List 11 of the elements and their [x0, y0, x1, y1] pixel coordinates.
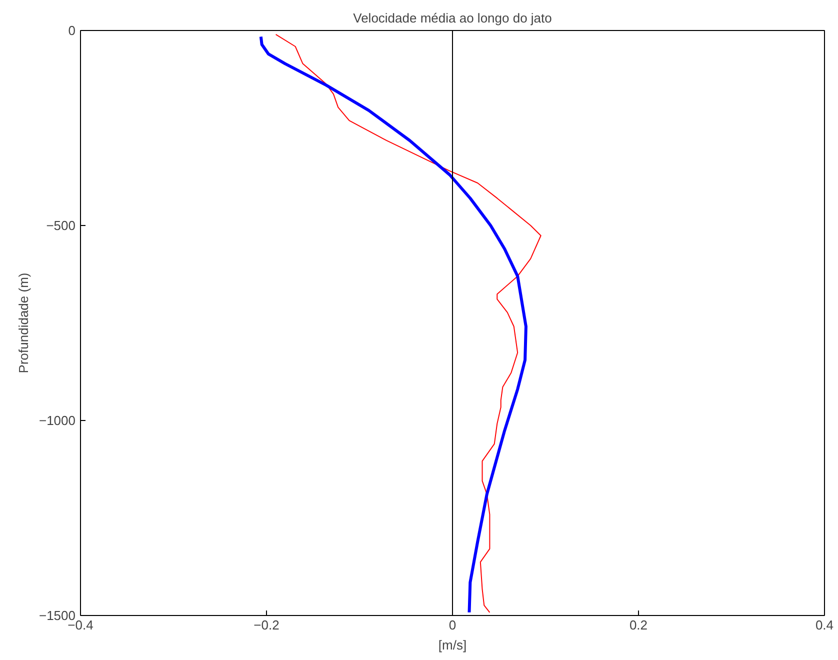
x-tick-label: 0	[448, 618, 456, 632]
y-tick-label: −1000	[38, 413, 76, 428]
x-tick-label: 0.2	[629, 618, 648, 632]
y-axis-title: Profundidade (m)	[16, 272, 31, 374]
x-tick-label: 0.4	[815, 618, 834, 632]
chart-title: Velocidade média ao longo do jato	[353, 10, 552, 26]
y-tick-label: −1500	[38, 608, 76, 623]
x-tick-label: −0.2	[254, 618, 280, 632]
x-axis-title: [m/s]	[438, 638, 467, 652]
y-tick-label: 0	[68, 23, 76, 38]
y-tick-label: −500	[46, 218, 76, 233]
